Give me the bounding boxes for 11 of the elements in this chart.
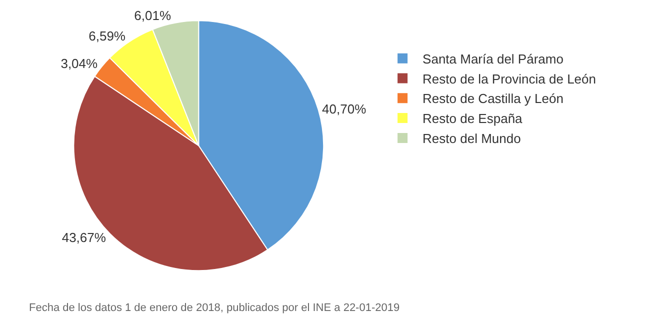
data-label: 6,59% xyxy=(88,28,126,44)
text: Fecha de los datos 1 de enero de 2018, publicados por el INE a 22-01-2019 xyxy=(29,302,400,314)
data-label: 40,70% xyxy=(322,102,367,117)
legend-label: Resto del Mundo xyxy=(422,131,521,146)
data-label: 6,01% xyxy=(134,8,172,24)
legend-label: Santa María del Páramo xyxy=(422,51,564,66)
legend-label: Resto de Castilla y León xyxy=(422,91,564,106)
legend-label: Resto de la Provincia de León xyxy=(422,71,596,86)
data-label: 43,67% xyxy=(62,230,106,246)
data-label: 3,04% xyxy=(60,56,98,72)
legend-label: Resto de España xyxy=(422,111,524,126)
